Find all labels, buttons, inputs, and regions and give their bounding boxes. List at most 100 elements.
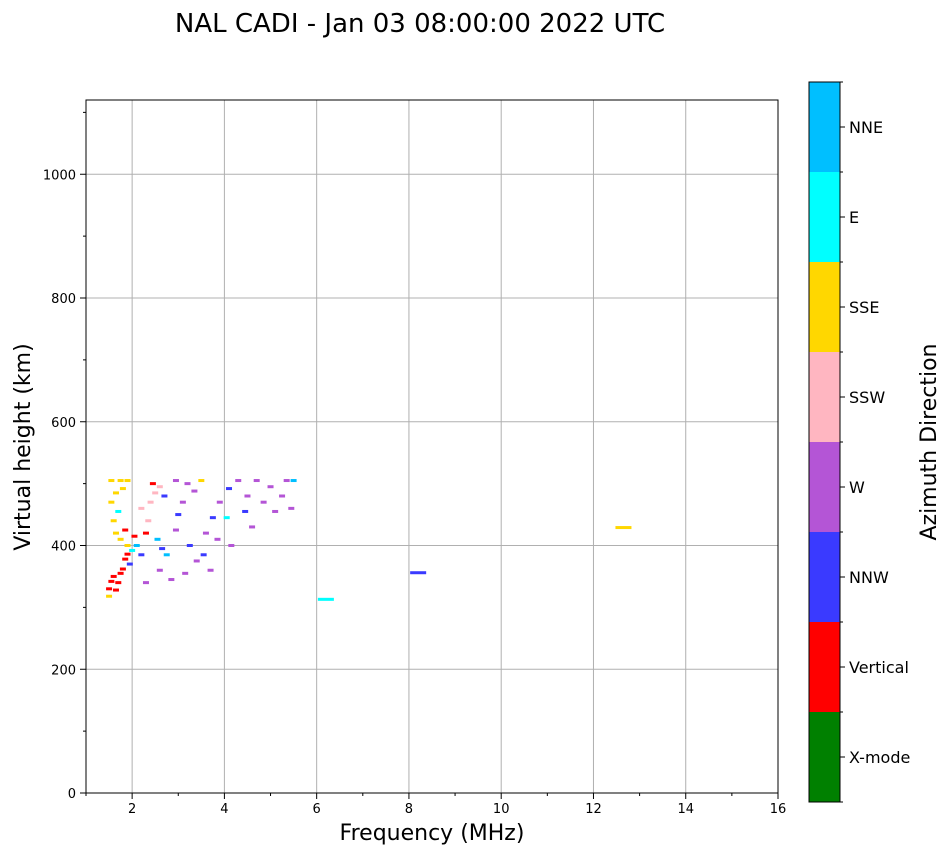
data-point-20 [119,487,126,491]
y-tick-label-3: 600 [51,416,76,431]
colorbar-segment-6 [809,172,840,262]
data-point-61 [244,494,251,498]
colorbar-label-1: Vertical [849,658,909,677]
data-point-36 [159,547,166,551]
colorbar-segment-2 [809,532,840,622]
x-axis-label: Frequency (MHz) [340,821,525,846]
colorbar-label-7: NNE [849,118,883,137]
colorbar-label-5: SSE [849,298,879,317]
chart-title: NAL CADI - Jan 03 08:00:00 2022 UTC [175,9,665,39]
data-point-4 [112,588,119,592]
data-point-34 [161,494,168,498]
data-point-69 [283,479,290,483]
data-point-62 [242,509,249,513]
x-tick-label-0: 2 [128,802,136,817]
data-points [106,479,632,601]
data-point-63 [249,525,256,529]
data-point-30 [147,500,154,504]
data-point-60 [235,479,242,483]
data-point-38 [156,568,163,572]
data-point-51 [207,568,214,572]
data-point-65 [260,500,267,504]
data-point-70 [288,506,295,510]
x-axis-ticks: 2 4 6 8 10 12 14 16 [85,793,787,817]
colorbar-segment-0 [809,712,840,802]
data-point-18 [108,500,115,504]
data-point-22 [117,479,124,483]
data-point-17 [115,509,122,513]
data-point-11 [129,548,136,552]
x-tick-label-3: 8 [405,802,413,817]
data-point-24 [131,534,138,538]
y-axis-ticks: 0 200 400 600 800 1000 [43,111,86,802]
data-point-57 [223,516,230,520]
data-point-33 [156,485,163,489]
colorbar-segment-5 [809,262,840,352]
colorbar-label-3: W [849,478,865,497]
data-point-5 [115,581,122,585]
x-tick-label-6: 14 [677,802,694,817]
data-point-67 [272,509,279,513]
data-point-54 [209,516,216,520]
data-point-19 [112,491,119,495]
data-point-44 [172,479,179,483]
data-point-6 [117,571,124,575]
data-point-16 [110,519,117,523]
data-point-55 [214,537,221,541]
data-point-2 [108,579,115,583]
colorbar-segment-3 [809,442,840,532]
data-point-64 [253,479,260,483]
data-point-68 [279,494,286,498]
data-point-28 [145,519,152,523]
plot-frame [85,99,779,794]
data-point-56 [216,500,223,504]
data-point-1 [106,587,113,591]
data-point-48 [186,544,193,547]
y-tick-label-4: 800 [51,292,76,307]
data-point-29 [138,506,145,510]
colorbar: X-mode Vertical NNW W SSW SSE E NNE [808,81,910,803]
colorbar-segment-1 [809,622,840,712]
data-point-45 [184,482,191,486]
data-point-47 [198,479,205,483]
y-tick-label-5: 1000 [43,168,76,183]
y-tick-label-2: 400 [51,540,76,555]
y-axis-label: Virtual height (km) [11,343,36,550]
colorbar-label: Azimuth Direction [917,343,942,540]
data-point-73 [410,571,427,575]
data-point-12 [124,544,131,547]
data-point-31 [152,491,159,495]
data-point-58 [228,544,235,547]
data-point-13 [117,537,124,541]
data-point-59 [226,487,233,491]
data-point-8 [122,557,129,561]
data-point-14 [112,531,119,535]
data-point-49 [193,559,200,563]
data-point-71 [290,479,297,483]
data-point-3 [110,574,117,578]
x-tick-label-4: 10 [493,802,510,817]
x-tick-label-2: 6 [313,802,321,817]
data-point-37 [163,553,170,557]
data-point-35 [154,537,161,541]
data-point-39 [168,578,175,582]
data-point-23 [124,479,131,483]
data-point-25 [133,544,140,547]
data-point-46 [191,489,198,493]
colorbar-segment-7 [809,82,840,172]
data-point-74 [615,526,632,530]
y-tick-label-0: 0 [68,787,76,802]
colorbar-label-2: NNW [849,568,889,587]
y-tick-label-1: 200 [51,663,76,678]
colorbar-label-0: X-mode [849,748,910,767]
data-point-72 [317,597,334,601]
colorbar-label-4: SSW [849,388,885,407]
data-point-32 [149,482,156,486]
grid-lines [86,100,779,793]
data-point-21 [108,479,115,483]
data-point-27 [142,531,149,535]
x-tick-label-7: 16 [770,802,787,817]
colorbar-segment-4 [809,352,840,442]
data-point-15 [122,528,129,532]
